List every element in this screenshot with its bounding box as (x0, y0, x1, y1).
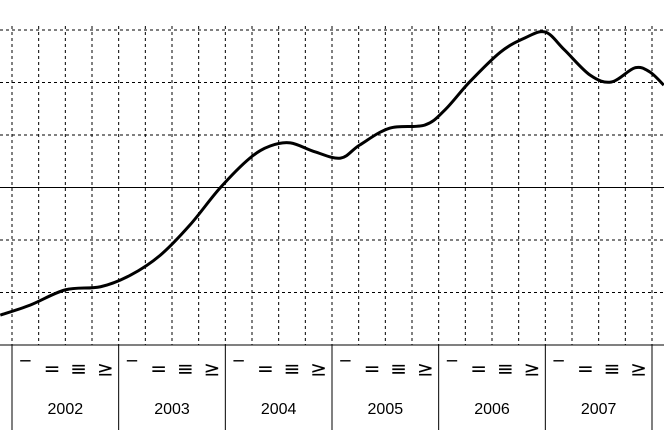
quarter-label: ≥ (97, 357, 114, 381)
year-label: 2005 (368, 401, 404, 418)
quarter-label: ‾ (339, 357, 351, 381)
quarter-label: ≡ (177, 357, 194, 381)
year-label: 2004 (261, 401, 297, 418)
quarter-label: = (577, 357, 594, 381)
quarter-label: = (44, 357, 61, 381)
quarter-label: ‾ (233, 357, 245, 381)
quarter-label: ≡ (604, 357, 621, 381)
quarter-label: ≥ (204, 357, 221, 381)
quarter-label: ≥ (630, 357, 647, 381)
year-label: 2006 (474, 401, 510, 418)
quarter-label: = (364, 357, 381, 381)
quarter-label: = (257, 357, 274, 381)
year-label: 2007 (581, 401, 617, 418)
data-line (0, 30, 664, 317)
quarter-label: ≡ (284, 357, 301, 381)
quarter-label: ≥ (417, 357, 434, 381)
quarter-label: ‾ (19, 357, 31, 381)
quarter-label: = (470, 357, 487, 381)
quarter-label: ≥ (310, 357, 327, 381)
year-label: 2002 (48, 401, 84, 418)
quarter-label: ‾ (553, 357, 565, 381)
quarter-label: = (150, 357, 167, 381)
quarter-label: ≡ (70, 357, 87, 381)
quarter-label: ‾ (446, 357, 458, 381)
year-label: 2003 (154, 401, 190, 418)
quarter-label: ≡ (390, 357, 407, 381)
quarter-label: ‾ (126, 357, 138, 381)
quarter-label: ≡ (497, 357, 514, 381)
quarter-label: ≥ (524, 357, 541, 381)
